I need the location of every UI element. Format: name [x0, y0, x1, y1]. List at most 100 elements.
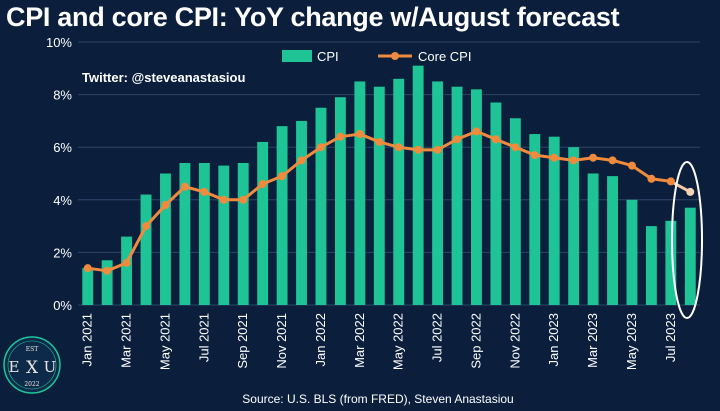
core-cpi-point	[453, 135, 462, 144]
source-note: Source: U.S. BLS (from FRED), Steven Ana…	[242, 392, 513, 406]
core-cpi-point	[200, 187, 209, 196]
core-cpi-point	[375, 137, 384, 146]
cpi-bar	[393, 78, 405, 305]
cpi-bar	[490, 102, 502, 306]
x-tick-label: Jan 2022	[313, 313, 328, 367]
x-tick-label: May 2021	[157, 313, 172, 370]
core-cpi-point	[608, 156, 617, 165]
cpi-bar	[354, 81, 366, 305]
cpi-bar	[626, 199, 638, 305]
core-cpi-point	[83, 264, 92, 273]
core-cpi-point	[258, 180, 267, 189]
x-tick-label: Jul 2022	[430, 313, 445, 362]
x-tick-label: Jul 2021	[196, 313, 211, 362]
core-cpi-point	[666, 177, 675, 186]
core-cpi-point	[627, 161, 636, 170]
cpi-bar	[121, 236, 133, 305]
core-cpi-point	[122, 258, 131, 267]
cpi-bar	[529, 134, 541, 305]
core-cpi-point	[103, 266, 112, 275]
cpi-bar	[237, 162, 249, 305]
cpi-bar	[101, 260, 113, 305]
chart-title: CPI and core CPI: YoY change w/August fo…	[6, 2, 620, 32]
cpi-bars	[82, 65, 696, 306]
cpi-bar	[412, 65, 424, 305]
x-tick-label: May 2023	[624, 313, 639, 370]
core-cpi-point	[433, 145, 442, 154]
cpi-bar	[432, 81, 444, 305]
legend: CPI Core CPI	[282, 49, 471, 64]
y-axis-ticks: 0% 2% 4% 6% 8% 10%	[46, 35, 72, 313]
cpi-bar	[276, 126, 288, 305]
exu-logo: EST E X U 2022	[3, 336, 61, 394]
cpi-bar	[257, 141, 269, 305]
legend-cpi-label: CPI	[317, 49, 339, 64]
core-cpi-point	[589, 153, 598, 162]
cpi-bar	[509, 118, 521, 306]
core-cpi-point	[647, 174, 656, 183]
logo-u: U	[44, 358, 57, 376]
cpi-bar	[334, 97, 346, 305]
cpi-bar	[548, 136, 560, 305]
legend-core-cpi-label: Core CPI	[418, 49, 471, 64]
x-tick-label: Nov 2021	[274, 313, 289, 369]
logo-x: X	[26, 358, 39, 378]
cpi-bar	[645, 226, 657, 305]
cpi-bar	[451, 86, 463, 306]
y-tick-label: 8%	[53, 88, 72, 103]
core-cpi-point	[414, 145, 423, 154]
core-cpi-point	[336, 132, 345, 141]
cpi-bar	[179, 162, 191, 305]
core-cpi-point	[219, 195, 228, 204]
twitter-annotation: Twitter: @steveanastasiou	[82, 70, 245, 85]
cpi-bar	[373, 86, 385, 306]
cpi-bar	[471, 89, 482, 305]
x-tick-label: Jul 2023	[663, 313, 678, 362]
x-tick-label: May 2022	[391, 313, 406, 370]
y-tick-label: 6%	[53, 140, 72, 155]
x-tick-label: Nov 2022	[507, 313, 522, 369]
cpi-bar	[140, 194, 152, 305]
core-cpi-point	[472, 127, 481, 136]
logo-est: EST	[26, 346, 39, 353]
core-cpi-point	[511, 143, 520, 152]
core-cpi-point	[180, 182, 189, 191]
y-tick-label: 2%	[53, 245, 72, 260]
core-cpi-point	[686, 187, 695, 196]
legend-core-cpi-marker	[391, 52, 399, 60]
core-cpi-point	[161, 201, 170, 210]
core-cpi-point	[355, 130, 364, 139]
y-tick-label: 10%	[46, 35, 72, 50]
core-cpi-line	[83, 127, 695, 275]
cpi-bar	[198, 162, 210, 305]
cpi-bar	[160, 173, 171, 305]
x-axis-ticks: Jan 2021 Mar 2021 May 2021 Jul 2021 Sep 2021…	[80, 313, 678, 370]
core-cpi-point	[394, 143, 403, 152]
cpi-bar	[568, 147, 580, 305]
x-tick-label: Mar 2021	[119, 313, 134, 368]
logo-year: 2022	[24, 381, 39, 388]
core-cpi-point	[297, 156, 306, 165]
x-tick-label: Sep 2021	[235, 313, 250, 369]
core-cpi-point	[239, 195, 248, 204]
x-tick-label: Jan 2021	[80, 313, 95, 367]
cpi-bar	[296, 120, 307, 306]
cpi-bar	[315, 107, 327, 305]
cpi-bar	[665, 220, 677, 305]
x-tick-label: Jan 2023	[546, 313, 561, 367]
x-tick-label: Sep 2022	[468, 313, 483, 369]
cpi-bar	[684, 207, 696, 305]
core-cpi-point	[569, 156, 578, 165]
x-tick-label: Mar 2023	[585, 313, 600, 368]
core-cpi-point	[491, 135, 500, 144]
core-cpi-point	[530, 151, 539, 160]
logo-e: E	[9, 358, 20, 376]
legend-cpi-swatch	[282, 50, 312, 62]
cpi-bar	[587, 173, 599, 305]
core-cpi-point	[278, 172, 287, 181]
cpi-bar	[82, 268, 94, 305]
cpi-bar	[218, 165, 230, 305]
core-cpi-point	[316, 143, 325, 152]
core-cpi-point	[142, 222, 151, 231]
